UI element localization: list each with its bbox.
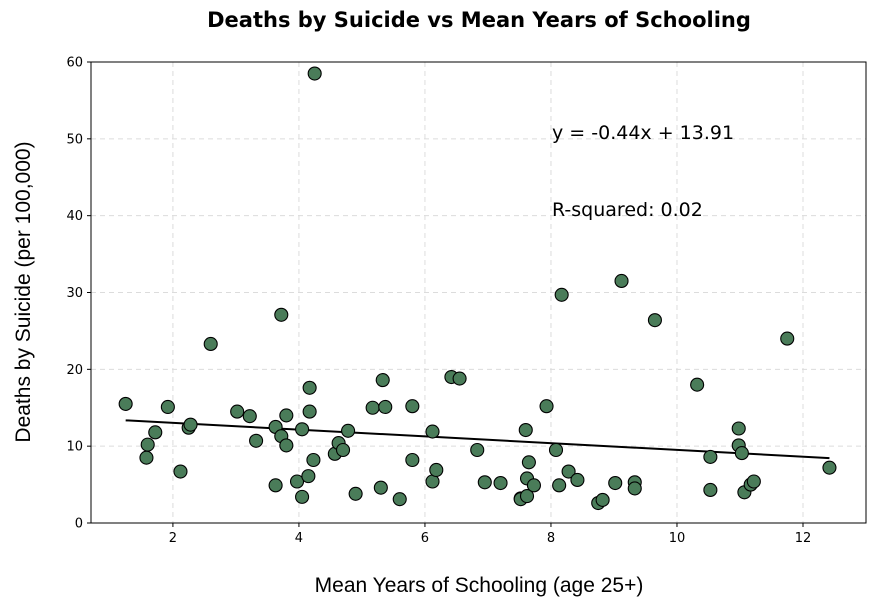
data-point xyxy=(373,480,388,495)
data-point xyxy=(341,423,356,438)
data-point xyxy=(335,442,351,458)
data-point xyxy=(405,399,420,414)
data-point xyxy=(477,475,492,490)
data-point xyxy=(302,380,317,395)
data-point xyxy=(295,489,310,504)
chart-title: Deaths by Suicide vs Mean Years of Schoo… xyxy=(207,8,751,32)
data-point xyxy=(521,455,536,470)
regression-equation: y = -0.44x + 13.91 xyxy=(552,122,734,144)
data-point xyxy=(614,273,629,289)
data-point xyxy=(452,371,467,386)
y-tick-label: 20 xyxy=(66,363,83,378)
x-tick-label: 4 xyxy=(295,531,303,546)
y-tick-label: 0 xyxy=(75,517,83,532)
data-point xyxy=(392,492,407,507)
data-point xyxy=(378,399,393,415)
data-point xyxy=(561,464,576,479)
data-point xyxy=(140,437,155,452)
data-point xyxy=(518,422,533,438)
x-tick-label: 12 xyxy=(795,531,812,546)
data-point xyxy=(703,449,718,464)
data-point xyxy=(627,481,642,496)
data-point xyxy=(548,442,564,458)
r-squared-annotation: R-squared: 0.02 xyxy=(552,199,703,221)
data-point xyxy=(731,421,746,436)
data-point xyxy=(173,464,188,479)
data-point xyxy=(139,450,154,465)
data-point xyxy=(301,469,316,484)
x-axis-ticks: 2 4 6 8 10 12 xyxy=(169,523,811,546)
x-axis-label: Mean Years of Schooling (age 25+) xyxy=(315,574,644,597)
data-point xyxy=(302,404,317,419)
data-point xyxy=(493,475,508,491)
data-point xyxy=(429,462,444,478)
data-point xyxy=(242,409,257,424)
data-point xyxy=(554,287,569,302)
data-point xyxy=(289,474,305,489)
y-tick-label: 30 xyxy=(66,286,83,301)
x-tick-label: 8 xyxy=(547,531,555,546)
data-point xyxy=(780,331,795,346)
data-point xyxy=(570,472,585,488)
data-point xyxy=(203,336,218,352)
data-point xyxy=(274,307,289,322)
data-point xyxy=(279,438,294,453)
data-point xyxy=(703,482,718,498)
y-tick-label: 40 xyxy=(66,209,83,224)
y-tick-label: 10 xyxy=(66,440,83,455)
data-point xyxy=(405,452,420,468)
data-point xyxy=(519,489,535,504)
y-axis-ticks: 0 10 20 30 40 50 60 xyxy=(66,56,91,532)
data-point xyxy=(279,408,294,423)
data-point xyxy=(268,478,283,493)
y-tick-label: 60 xyxy=(66,56,83,71)
data-point xyxy=(552,478,567,493)
data-point xyxy=(539,399,554,414)
data-point xyxy=(306,452,321,468)
data-point xyxy=(183,417,198,432)
data-point xyxy=(734,446,749,461)
data-point xyxy=(746,474,761,489)
data-point xyxy=(118,396,133,411)
data-point xyxy=(595,492,610,508)
data-point xyxy=(230,404,245,419)
data-point xyxy=(608,475,623,491)
data-point xyxy=(348,486,363,501)
data-point xyxy=(295,422,310,437)
data-point xyxy=(822,460,837,475)
y-axis-label: Deaths by Suicide (per 100,000) xyxy=(12,141,35,442)
data-point xyxy=(148,425,163,440)
x-tick-label: 10 xyxy=(669,531,686,546)
data-point xyxy=(690,377,705,392)
data-points xyxy=(118,66,837,511)
data-point xyxy=(375,373,390,388)
data-point xyxy=(526,478,541,493)
data-point xyxy=(249,433,264,448)
data-point xyxy=(365,400,380,415)
y-tick-label: 50 xyxy=(66,132,83,147)
data-point xyxy=(307,66,322,81)
data-point xyxy=(425,424,440,439)
data-point xyxy=(470,442,485,458)
data-point xyxy=(160,399,175,415)
x-tick-label: 6 xyxy=(421,531,429,546)
data-point xyxy=(647,313,662,328)
x-tick-label: 2 xyxy=(169,531,177,546)
